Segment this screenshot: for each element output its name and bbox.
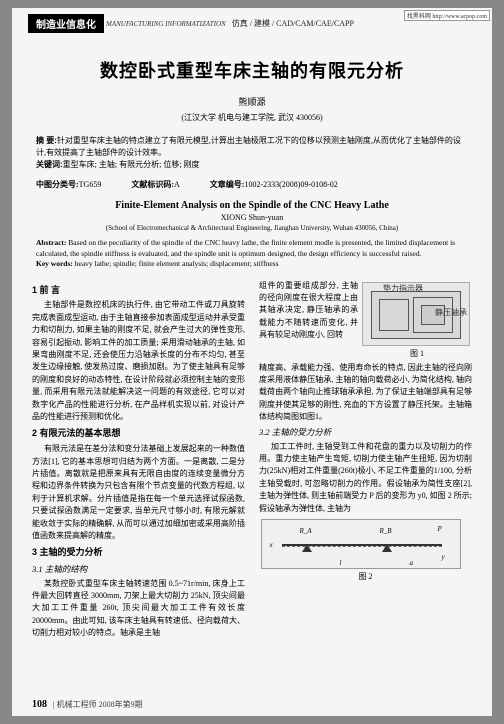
keywords-en-text: heavy lathe; spindle; finite element ana… [75, 259, 279, 268]
fig2-a: a [410, 558, 414, 569]
figure-1-caption: 图 1 [362, 348, 472, 360]
section-1-head: 1 前 言 [32, 284, 245, 298]
header-tags: 仿真 / 建模 / CAD/CAM/CAE/CAPP [232, 18, 354, 29]
figure-1: 垫力指示器 静压轴承 图 1 [362, 282, 472, 360]
keywords-cn-label: 关键词: [36, 160, 63, 169]
article-no-label: 文章编号: [210, 180, 245, 189]
fig2-ra: R_A [300, 526, 312, 537]
section-3-1-p1: 某数控卧式重型车床主轴转速范围 0.5~71r/min, 床身上工件最大回转直径… [32, 578, 245, 640]
abstract-en-text: Based on the peculiarity of the spindle … [36, 238, 455, 258]
source-label: 找黑科网 http://www.acpop.com [404, 10, 490, 21]
paper-title-cn: 数控卧式重型车床主轴的有限元分析 [12, 57, 492, 83]
figure-2-caption: 图 2 [261, 571, 471, 583]
class-no: TG659 [79, 180, 102, 189]
fig2-x: x [270, 540, 273, 551]
section-3-2-head: 3.2 主轴的受力分析 [259, 426, 472, 439]
header-badge: 制造业信息化 [28, 14, 104, 33]
abstract-en-label: Abstract: [36, 238, 66, 247]
article-no: 1002-2333(2008)09-0108-02 [244, 180, 337, 189]
fig2-p: P [438, 524, 442, 535]
paper-title-en: Finite-Element Analysis on the Spindle o… [12, 200, 492, 211]
affiliation-cn: (江汉大学 机电与建工学院, 武汉 430056) [12, 112, 492, 123]
author-cn: 熊顺源 [12, 95, 492, 108]
abstract-en: Abstract: Based on the peculiarity of th… [36, 238, 468, 270]
fig2-l: l [340, 558, 342, 569]
page-number: 108 [32, 699, 47, 710]
doc-code-label: 文献标识码: [131, 180, 174, 189]
column-left: 1 前 言 主轴部件是数控机床的执行件, 由它带动工件或刀具旋转完成表面成型运动… [32, 280, 245, 640]
meta-line: 中图分类号:TG659 文献标识码:A 文章编号:1002-2333(2008)… [36, 179, 468, 190]
abstract-cn-text: 针对重型车床主轴的特点建立了有限元模型,计算出主轴极限工况下的位移以预测主轴刚度… [36, 136, 461, 157]
section-1-p1: 主轴部件是数控机床的执行件, 由它带动工件或刀具旋转完成表面成型运动, 由于主轴… [32, 299, 245, 423]
affiliation-en: (School of Electromechanical & Architect… [12, 224, 492, 232]
header-subtitle: MANUFACTURING INFORMATIZATION [106, 20, 226, 28]
author-en: XIONG Shun-yuan [12, 213, 492, 222]
col2-p2: 精度高、承载能力强、使用寿命长的特点, 因此主轴的径向刚度采用液体静压轴承, 主… [259, 363, 472, 422]
col2-p3: 加工工件时, 主轴受到工件和花盘的重力以及切削力的作用。重力使主轴产生弯矩, 切… [259, 441, 472, 515]
section-3-head: 3 主轴的受力分析 [32, 546, 245, 560]
figure-2: R_A R_B P y a l x 图 2 [261, 519, 471, 583]
body-columns: 1 前 言 主轴部件是数控机床的执行件, 由它带动工件或刀具旋转完成表面成型运动… [32, 280, 472, 640]
col2-p1: 组件的重要组成部分, 主轴的径向刚度在很大程度上由其轴承决定, 静压轴承的承载能… [259, 281, 358, 340]
fig2-rb: R_B [380, 526, 392, 537]
section-2-head: 2 有限元法的基本思想 [32, 427, 245, 441]
class-no-label: 中图分类号: [36, 180, 79, 189]
section-3-1-head: 3.1 主轴的结构 [32, 563, 245, 576]
figure-1-drawing: 垫力指示器 静压轴承 [362, 282, 470, 346]
page: 找黑科网 http://www.acpop.com 制造业信息化 MANUFAC… [12, 8, 492, 716]
abstract-cn: 摘 要:针对重型车床主轴的特点建立了有限元模型,计算出主轴极限工况下的位移以预测… [36, 135, 468, 171]
journal-info: | 机械工程师 2008年第9期 [53, 700, 143, 709]
abstract-cn-label: 摘 要: [36, 136, 57, 145]
keywords-cn-text: 重型车床; 主轴; 有限元分析; 位移; 刚度 [63, 160, 200, 169]
fig1-label-b: 静压轴承 [435, 307, 467, 319]
fig2-y: y [442, 552, 445, 563]
column-right: 垫力指示器 静压轴承 图 1 组件的重要组成部分, 主轴的径向刚度在很大程度上由… [259, 280, 472, 640]
figure-2-drawing: R_A R_B P y a l x [261, 519, 461, 569]
page-footer: 108 | 机械工程师 2008年第9期 [32, 699, 143, 710]
doc-code: A [174, 180, 180, 189]
section-2-p1: 有限元法是在差分法和变分法基础上发展起来的一种数值方法[1], 它的基本思想可归… [32, 443, 245, 542]
keywords-en-label: Key words: [36, 259, 73, 268]
fig1-label-a: 垫力指示器 [383, 283, 423, 295]
